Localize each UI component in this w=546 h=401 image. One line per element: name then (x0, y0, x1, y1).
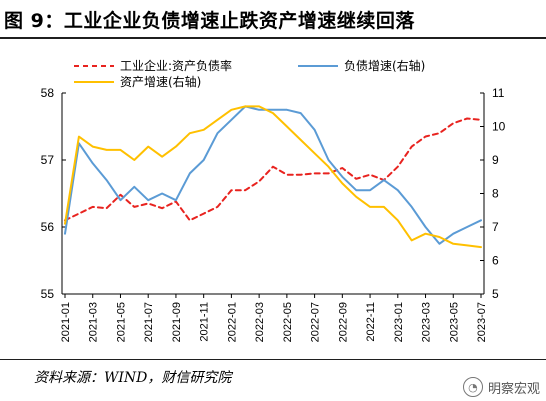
series-layer (64, 105, 482, 249)
left-tick-label: 57 (41, 153, 55, 167)
x-tick-label: 2021-11 (199, 302, 211, 342)
x-tick-label: 2023-01 (393, 302, 405, 342)
x-tick-label: 2022-01 (226, 302, 238, 342)
series-line-1 (64, 117, 482, 222)
x-tick-label: 2023-05 (448, 302, 460, 342)
right-tick-label: 11 (492, 86, 505, 100)
x-tick-label: 2022-05 (282, 302, 294, 342)
x-tick-label: 2021-05 (115, 302, 127, 342)
right-tick-label: 8 (492, 187, 499, 201)
chart-title: 图 9：工业企业负债增速止跌资产增速继续回落 (4, 10, 415, 32)
chart-axes (61, 92, 485, 298)
x-tick-label: 2022-03 (254, 302, 266, 342)
x-tick-label: 2022-09 (337, 302, 349, 342)
legend-label-1: 工业企业:资产负债率 (120, 58, 232, 73)
x-tick-label: 2023-07 (476, 302, 488, 342)
x-tick-label: 2022-07 (310, 302, 322, 342)
legend-label-2: 负债增速(右轴) (344, 58, 425, 73)
x-tick-label: 2021-03 (88, 302, 100, 342)
right-tick-label: 6 (492, 254, 499, 268)
legend-label-3: 资产增速(右轴) (120, 74, 201, 89)
right-tick-label: 7 (492, 220, 499, 234)
right-tick-label: 5 (492, 287, 499, 301)
watermark: ◔ 明察宏观 (462, 377, 540, 397)
left-tick-label: 55 (41, 287, 55, 301)
wechat-icon: ◔ (462, 377, 483, 397)
legend: 工业企业:资产负债率 负债增速(右轴) 资产增速(右轴) (74, 58, 425, 89)
watermark-label: 明察宏观 (487, 381, 540, 397)
series-line-2 (64, 105, 482, 245)
x-tick-label: 2021-09 (171, 302, 183, 342)
title-divider (0, 37, 546, 39)
x-tick-label: 2022-11 (365, 302, 377, 342)
right-tick-label: 10 (492, 120, 506, 134)
series-line-3 (64, 105, 482, 249)
right-tick-label: 9 (492, 153, 499, 167)
x-tick-label: 2023-03 (421, 302, 433, 342)
footer-divider (0, 359, 546, 360)
x-tick-label: 2021-01 (60, 302, 72, 342)
left-tick-label: 58 (41, 86, 55, 100)
left-tick-label: 56 (41, 220, 55, 234)
x-tick-label: 2021-07 (143, 302, 155, 342)
source-note: 资料来源：WIND，财信研究院 (34, 370, 232, 386)
